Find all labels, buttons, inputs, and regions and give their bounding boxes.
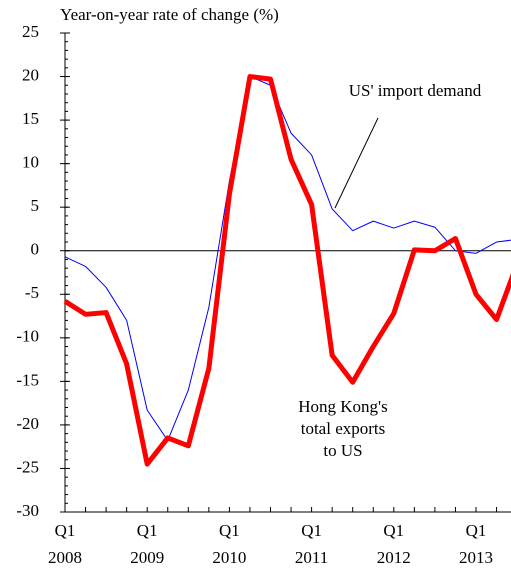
x-tick-label: Q1 <box>219 521 240 540</box>
y-tick-label: 10 <box>22 153 39 172</box>
series-line <box>64 76 511 442</box>
x-tick-label: Q1 <box>55 521 76 540</box>
y-tick-label: 0 <box>31 240 40 259</box>
y-tick-label: -30 <box>16 501 39 520</box>
x-tick-label: 2009 <box>130 548 164 567</box>
y-tick-label: 25 <box>22 22 39 41</box>
annotation: total exports <box>301 419 386 438</box>
y-tick-label: -5 <box>25 283 39 302</box>
x-tick-label: Q1 <box>466 521 487 540</box>
x-tick-label: Q1 <box>383 521 404 540</box>
y-tick-label: 5 <box>31 196 40 215</box>
x-tick-label: Q1 <box>137 521 158 540</box>
annotation: Hong Kong's <box>298 397 387 416</box>
y-tick-label: 15 <box>22 109 39 128</box>
annotation: to US <box>323 441 362 460</box>
leader-line <box>334 117 379 209</box>
x-tick-label: 2012 <box>377 548 411 567</box>
y-tick-label: 20 <box>22 65 39 84</box>
x-tick-label: 2011 <box>295 548 328 567</box>
y-tick-label: -20 <box>16 414 39 433</box>
y-axis-label: Year-on-year rate of change (%) <box>60 5 279 24</box>
annotation: US' import demand <box>349 81 482 100</box>
series-line <box>63 74 511 467</box>
x-tick-label: 2008 <box>48 548 82 567</box>
x-tick-label: Q1 <box>301 521 322 540</box>
x-tick-label: 2013 <box>459 548 493 567</box>
y-tick-label: -10 <box>16 327 39 346</box>
y-tick-label: -15 <box>16 370 39 389</box>
x-tick-label: 2010 <box>212 548 246 567</box>
y-tick-label: -25 <box>16 457 39 476</box>
